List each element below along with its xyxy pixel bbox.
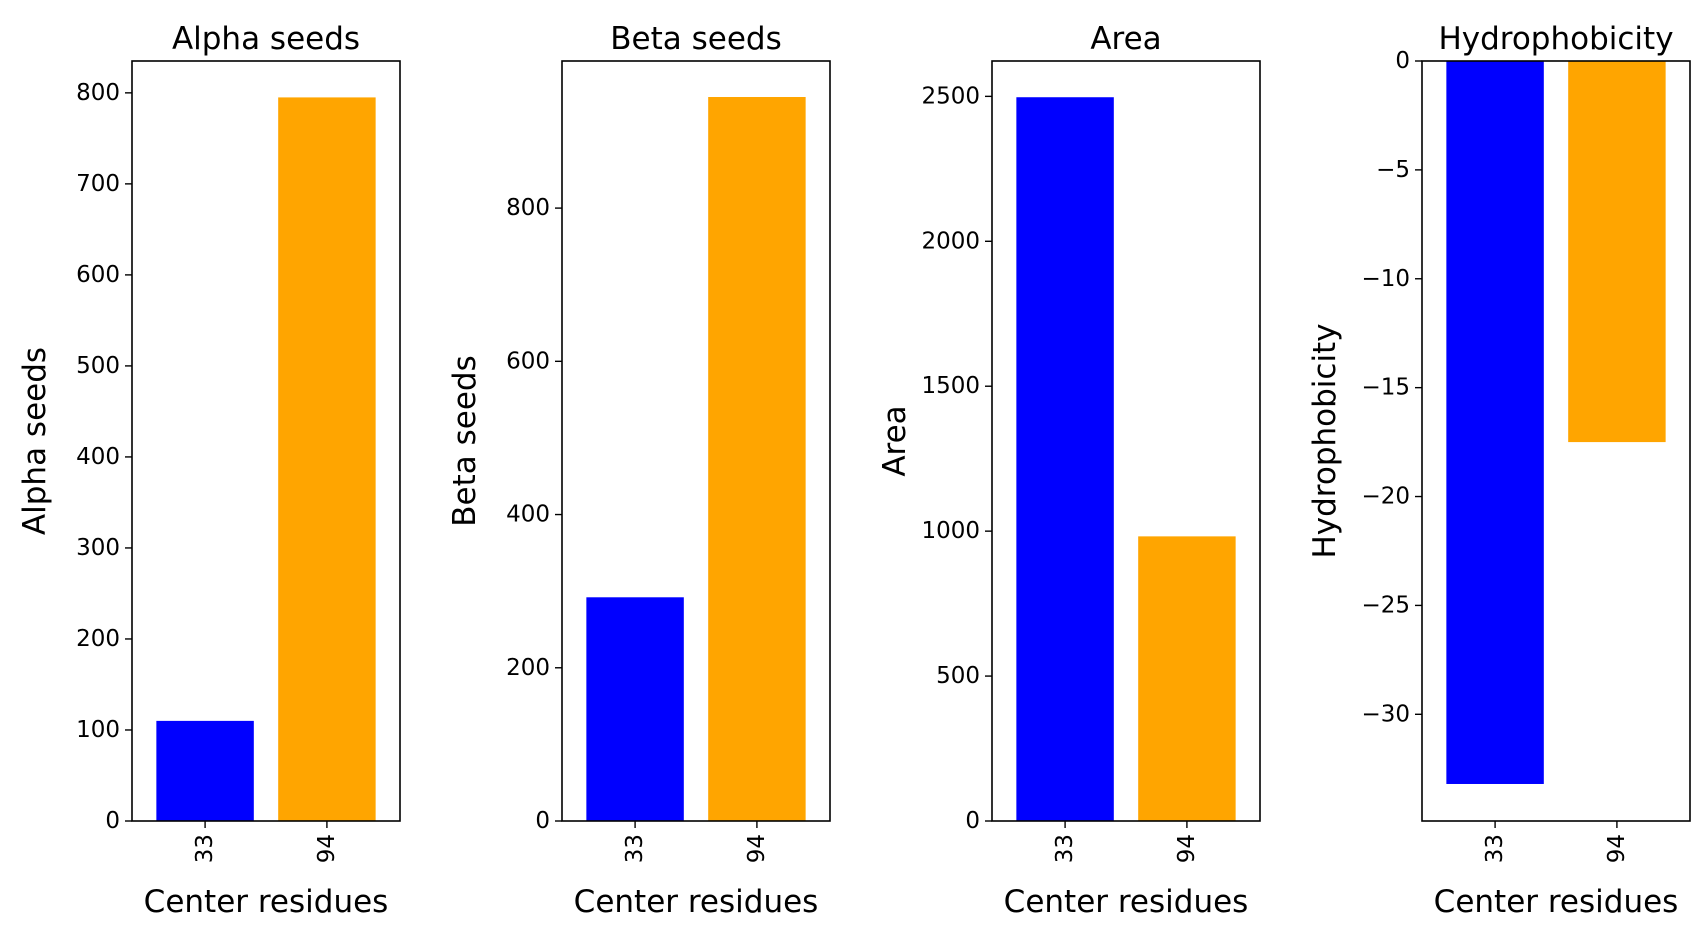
bar-94 (278, 97, 376, 822)
y-axis-label: Beta seeds (447, 355, 483, 526)
y-tick-label: −30 (1361, 701, 1410, 727)
x-tick-label: 33 (192, 834, 218, 863)
x-axis-label: Center residues (1004, 884, 1249, 920)
y-tick-label: 0 (965, 808, 980, 834)
y-tick-label: 400 (506, 502, 550, 528)
y-tick-label: 1500 (921, 373, 980, 399)
y-tick-label: 300 (76, 535, 120, 561)
chart-title: Beta seeds (610, 21, 781, 57)
y-tick-label: 500 (76, 353, 120, 379)
x-tick-label: 33 (1052, 834, 1078, 863)
chart-title: Hydrophobicity (1438, 21, 1673, 57)
x-tick-label: 33 (622, 834, 648, 863)
y-axis-label: Alpha seeds (17, 347, 53, 535)
y-tick-label: 0 (535, 808, 550, 834)
y-tick-label: 100 (76, 717, 120, 743)
y-tick-label: 200 (506, 655, 550, 681)
axes-frame (131, 60, 401, 822)
bar-33 (1016, 97, 1114, 822)
x-tick-label: 94 (1174, 834, 1200, 863)
y-tick-label: 600 (506, 348, 550, 374)
chart-panel-2: 0 200 400 600 800 33 94 Beta seeds Center residu… (447, 21, 831, 920)
chart-panel-1: 0 100 200 300 400 500 600 700 800 33 94 Alpha seeds… (17, 21, 401, 920)
y-tick-label: 2000 (921, 228, 980, 254)
x-tick-label: 94 (1604, 834, 1630, 863)
y-tick-label: −20 (1361, 484, 1410, 510)
y-tick-label: 600 (76, 262, 120, 288)
axes-frame (1421, 60, 1691, 822)
bar-33 (156, 720, 254, 821)
x-tick-label: 94 (744, 834, 770, 863)
y-tick-label: 800 (76, 80, 120, 106)
y-tick-label: 1000 (921, 518, 980, 544)
x-tick-label: 94 (314, 834, 340, 863)
x-tick-label: 33 (1482, 834, 1508, 863)
x-axis-label: Center residues (574, 884, 819, 920)
y-tick-label: −25 (1361, 592, 1410, 618)
y-tick-label: 0 (1395, 48, 1410, 74)
y-tick-label: 400 (76, 444, 120, 470)
y-tick-label: 800 (506, 195, 550, 221)
y-tick-label: 2500 (921, 83, 980, 109)
bar-94 (1138, 536, 1236, 821)
chart-title: Alpha seeds (172, 21, 360, 57)
bar-33 (586, 597, 684, 821)
x-axis-label: Center residues (144, 884, 389, 920)
x-axis-label: Center residues (1434, 884, 1679, 920)
bar-94 (708, 97, 806, 822)
axes-frame (561, 60, 831, 822)
y-tick-label: 500 (936, 663, 980, 689)
y-tick-label: −15 (1361, 375, 1410, 401)
y-axis-label: Hydrophobicity (1307, 323, 1343, 558)
y-tick-label: 200 (76, 626, 120, 652)
chart-panel-3: 0 500 1000 1500 2000 2500 33 94 Area Center resid… (877, 21, 1261, 920)
chart-panel-4: 0 −5 −10 −15 −20 −25 −30 33 94 Hydrophobicity Cent… (1307, 21, 1691, 920)
y-tick-label: 700 (76, 171, 120, 197)
bar-33 (1446, 61, 1544, 784)
y-tick-label: 0 (105, 808, 120, 834)
y-tick-label: −10 (1361, 266, 1410, 292)
y-axis-label: Area (877, 405, 913, 476)
y-tick-label: −5 (1376, 157, 1410, 183)
chart-title: Area (1090, 21, 1161, 57)
axes-frame (991, 60, 1261, 822)
bar-94 (1568, 61, 1666, 443)
